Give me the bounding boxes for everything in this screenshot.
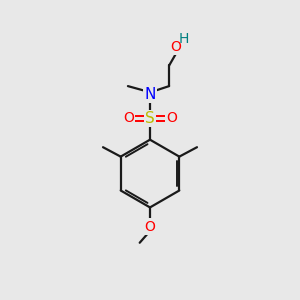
Text: O: O <box>170 40 181 54</box>
Text: O: O <box>166 112 177 125</box>
Text: O: O <box>123 112 134 125</box>
Text: N: N <box>144 87 156 102</box>
Text: S: S <box>145 111 155 126</box>
Text: O: O <box>145 220 155 234</box>
Text: H: H <box>179 32 189 46</box>
